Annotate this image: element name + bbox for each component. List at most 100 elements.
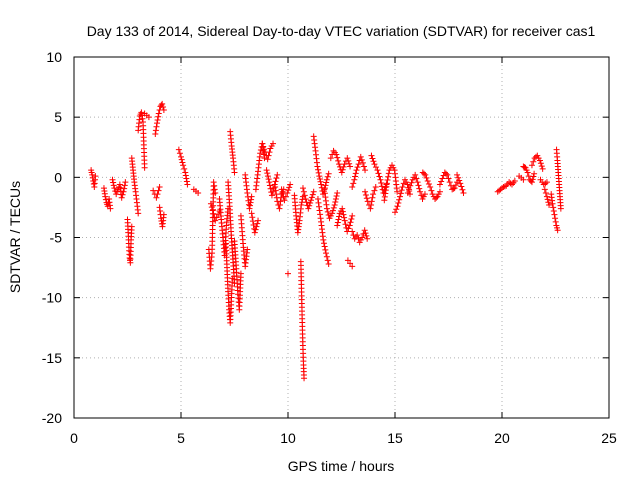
data-point xyxy=(323,201,330,208)
data-point xyxy=(342,221,349,228)
data-point xyxy=(135,210,142,217)
data-point xyxy=(443,170,450,177)
y-tick-label: 5 xyxy=(54,109,62,125)
grid-lines xyxy=(74,57,609,418)
data-point xyxy=(301,375,308,382)
data-point xyxy=(254,220,261,227)
data-point xyxy=(272,178,279,185)
data-point xyxy=(316,203,323,210)
data-point xyxy=(369,155,376,162)
data-points xyxy=(88,100,564,382)
data-point xyxy=(369,194,376,201)
data-point xyxy=(152,127,159,134)
data-point xyxy=(557,205,564,212)
data-point xyxy=(324,257,331,264)
data-point xyxy=(336,213,343,220)
data-point xyxy=(428,187,435,194)
data-point xyxy=(310,188,317,195)
data-point xyxy=(266,179,273,186)
data-point xyxy=(417,188,424,195)
data-point xyxy=(412,171,419,178)
data-point xyxy=(368,202,375,209)
data-point xyxy=(305,205,312,212)
data-point xyxy=(398,187,405,194)
data-point xyxy=(153,123,160,130)
data-point xyxy=(368,198,375,205)
data-point xyxy=(367,205,374,212)
data-point xyxy=(413,175,420,182)
data-point xyxy=(336,161,343,168)
data-point xyxy=(521,164,528,171)
data-point xyxy=(528,162,535,169)
data-point xyxy=(344,257,351,264)
data-point xyxy=(334,219,341,226)
data-point xyxy=(287,181,294,188)
data-point xyxy=(340,163,347,170)
data-point xyxy=(541,186,548,193)
data-point xyxy=(321,186,328,193)
data-point xyxy=(111,185,118,192)
data-point xyxy=(352,173,359,180)
data-point xyxy=(178,156,185,163)
data-point xyxy=(195,189,202,196)
data-point xyxy=(308,197,315,204)
x-tick-label: 25 xyxy=(601,430,617,446)
data-point xyxy=(320,236,327,243)
data-point xyxy=(382,187,389,194)
data-point xyxy=(267,185,274,192)
data-point xyxy=(317,211,324,218)
data-point xyxy=(458,183,465,190)
data-point xyxy=(377,176,384,183)
data-point xyxy=(392,209,398,216)
data-point xyxy=(385,173,392,180)
data-point xyxy=(358,156,365,163)
data-point xyxy=(339,166,346,173)
data-point xyxy=(160,106,167,113)
data-point xyxy=(278,186,285,193)
data-point xyxy=(261,146,268,153)
data-point xyxy=(454,171,461,178)
data-point xyxy=(436,188,443,195)
data-point xyxy=(128,223,135,230)
y-tick-label: -5 xyxy=(50,230,63,246)
data-point xyxy=(456,177,463,184)
data-point xyxy=(181,165,188,172)
data-point xyxy=(554,227,561,234)
data-point xyxy=(381,193,388,200)
data-point xyxy=(145,114,152,121)
data-point xyxy=(274,171,281,178)
data-point xyxy=(332,195,339,202)
data-point xyxy=(212,189,219,196)
data-point xyxy=(323,205,330,212)
data-point xyxy=(175,146,182,153)
data-point xyxy=(543,193,550,200)
data-point xyxy=(207,200,214,207)
data-point xyxy=(537,160,544,167)
data-point xyxy=(543,179,550,186)
data-point xyxy=(550,204,557,211)
data-point xyxy=(363,195,370,202)
data-point xyxy=(346,160,353,167)
data-point xyxy=(355,161,362,168)
data-point xyxy=(155,113,162,120)
data-point xyxy=(263,167,270,174)
data-point xyxy=(324,208,331,215)
data-point xyxy=(118,194,125,201)
data-point xyxy=(110,182,117,189)
data-point xyxy=(231,169,238,176)
data-point xyxy=(122,179,129,186)
data-point xyxy=(382,190,389,197)
data-point xyxy=(180,162,187,169)
y-tick-label: -10 xyxy=(42,290,62,306)
data-point xyxy=(152,131,159,138)
data-point xyxy=(322,182,329,189)
data-point xyxy=(339,205,346,212)
data-point xyxy=(119,191,126,198)
data-point xyxy=(552,215,559,222)
data-point xyxy=(362,230,369,237)
data-point xyxy=(340,211,347,218)
y-tick-label: 10 xyxy=(46,49,62,65)
data-point xyxy=(110,179,117,186)
data-point xyxy=(450,185,457,192)
data-point xyxy=(399,183,406,190)
